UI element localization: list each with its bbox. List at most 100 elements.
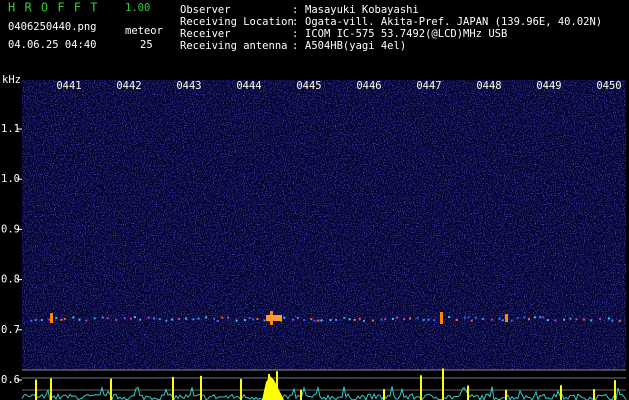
trace-dot [563, 318, 566, 321]
spike-hump [262, 376, 284, 400]
trace-dot [448, 316, 451, 319]
y-unit: kHz [2, 74, 21, 86]
trace-dot [158, 318, 161, 321]
trace-dot [303, 319, 306, 322]
spike [505, 389, 507, 400]
trace-dot [329, 319, 332, 322]
meteor-label: meteor [125, 25, 163, 37]
info-value: ICOM IC-575 53.7492(@LCD)MHz USB [305, 28, 507, 40]
trace-dot [48, 318, 51, 321]
trace-burst [266, 315, 282, 321]
info-label: Receiving Location [180, 16, 294, 28]
file-name: 0406250440.png [8, 21, 97, 33]
trace-dot [384, 318, 387, 321]
info-label: Receiving antenna [180, 40, 287, 52]
trace-dot [348, 318, 351, 321]
trace-dot [481, 317, 484, 320]
trace-dot [252, 318, 255, 321]
spike [172, 376, 174, 400]
trace-dot [101, 316, 104, 319]
trace-dot [599, 317, 602, 320]
trace-dot [185, 317, 188, 320]
trace-dot [582, 318, 585, 321]
trace-dot [464, 316, 467, 319]
spike [276, 371, 278, 400]
trace-dot [358, 317, 361, 320]
trace-dot [263, 319, 266, 322]
trace-dot [40, 319, 43, 322]
spike [383, 389, 385, 400]
trace-dot [470, 319, 473, 322]
trace-dot [618, 319, 621, 322]
spike [110, 378, 112, 400]
trace-dot [60, 318, 63, 321]
trace-dot [78, 318, 81, 321]
trace-dot [217, 319, 220, 322]
trace-dot [427, 318, 430, 321]
trace-dot [510, 319, 513, 322]
info-value: Masayuki Kobayashi [305, 4, 419, 16]
trace-dot [611, 319, 614, 322]
trace-dot [343, 316, 346, 319]
time-label: 0446 [356, 80, 381, 92]
trace-dot [455, 318, 458, 321]
trace-dot [422, 318, 425, 321]
trace-dot [380, 318, 383, 321]
trace-dot [310, 317, 313, 320]
y-label: 0.6 [1, 374, 20, 386]
trace-dot [467, 316, 470, 319]
trace-dot [334, 318, 337, 321]
trace-dot [363, 319, 366, 322]
info-separator: : [292, 40, 298, 52]
info-label: Observer [180, 4, 231, 16]
spectrogram-noise [22, 80, 626, 370]
info-label: Receiver [180, 28, 231, 40]
spike [614, 380, 616, 400]
info-value: A504HB(yagi 4el) [305, 40, 406, 52]
spectrum [21, 385, 627, 400]
info-value: Ogata-vill. Akita-Pref. JAPAN (139.96E, … [305, 16, 602, 28]
program-name: H R O F F T [8, 1, 98, 15]
trace-dot [546, 319, 549, 322]
trace-dot [227, 316, 230, 319]
trace-dot [147, 316, 150, 319]
trace-dot [542, 316, 545, 319]
date-time: 04.06.25 04:40 [8, 39, 97, 51]
time-label: 0444 [236, 80, 261, 92]
trace-dot [283, 316, 286, 319]
trace-dot [403, 318, 406, 321]
trace-dot [171, 318, 174, 321]
time-label: 0450 [596, 80, 621, 92]
trace-dot [72, 316, 75, 319]
trace-dot [501, 319, 504, 322]
trace-dot [85, 319, 88, 322]
y-label: 0.7 [1, 324, 20, 336]
spike [240, 378, 242, 400]
trace-dot [396, 316, 399, 319]
trace-dot [153, 317, 156, 320]
trace-dot [371, 319, 374, 322]
trace-dot [106, 317, 109, 320]
time-label: 0448 [476, 80, 501, 92]
time-label: 0447 [416, 80, 441, 92]
trace-burst [50, 313, 53, 323]
trace-dot [177, 318, 180, 321]
trace-dot [554, 319, 557, 322]
trace-dot [474, 316, 477, 319]
meteor-spikes [35, 368, 616, 400]
trace-dot [243, 319, 246, 322]
trace-dot [313, 319, 316, 322]
trace-dot [129, 317, 132, 320]
spike [467, 385, 469, 400]
trace-burst [440, 312, 443, 324]
info-separator: : [292, 4, 298, 16]
trace-dot [221, 316, 224, 319]
trace-dot [527, 318, 530, 321]
trace-dot [197, 317, 200, 320]
trace-burst [505, 314, 508, 322]
trace-dot [192, 318, 195, 321]
spike [442, 368, 444, 400]
trace-dot [292, 318, 295, 321]
trace-dot [353, 318, 356, 321]
